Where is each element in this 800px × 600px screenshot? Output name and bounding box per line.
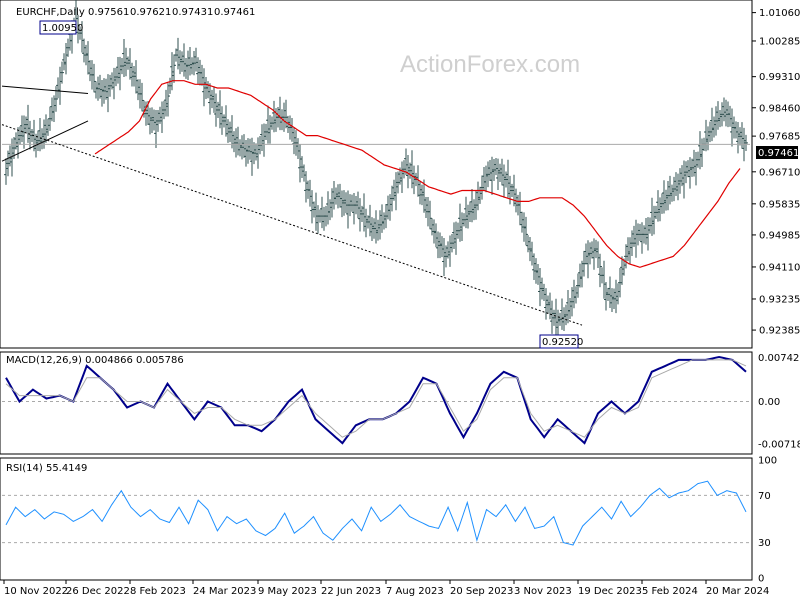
rsi-y-tick-label: 70 (758, 491, 771, 502)
x-tick-label: 7 Aug 2023 (386, 586, 444, 597)
price-y-tick-label: 0.99310 (759, 72, 800, 83)
price-y-tick-label: 0.95835 (759, 199, 800, 210)
current-price-label: 0.97461 (758, 148, 799, 159)
rsi-y-tick-label: 30 (758, 538, 771, 549)
macd-panel-frame (0, 351, 753, 455)
trendline-layer (1, 85, 583, 326)
ohlc-high: 0.97621 (130, 7, 171, 18)
x-tick-label: 9 May 2023 (258, 586, 317, 597)
current-price-box (756, 146, 798, 159)
low-annotation: 0.92520 (542, 337, 583, 348)
rsi-y-tick-label: 100 (758, 456, 777, 467)
trendline-2 (1, 120, 89, 162)
price-y-tick-label: 0.93235 (759, 294, 800, 305)
price-y-tick-label: 1.01060 (759, 8, 800, 19)
x-tick-label: 26 Dec 2022 (66, 586, 130, 597)
rsi-y-tick-label: 0 (758, 574, 764, 585)
macd-y-tick-label: 0.007427 (758, 353, 800, 364)
symbol-label: EURCHF,Daily (16, 7, 85, 18)
ohlc-low: 0.97431 (172, 7, 213, 18)
rsi-line (5, 480, 747, 546)
ohlc-open: 0.97561 (88, 7, 129, 18)
high-annotation: 1.00950 (42, 23, 83, 34)
x-tick-label: 20 Mar 2024 (706, 586, 769, 597)
ohlc-close: 0.97461 (214, 7, 255, 18)
watermark: ActionForex.com (400, 51, 580, 78)
rsi-panel-frame (0, 457, 753, 581)
moving-average-layer (94, 80, 741, 268)
price-y-tick-label: 0.97685 (759, 132, 800, 143)
x-tick-label: 10 Nov 2022 (4, 586, 68, 597)
trendline-3 (1, 124, 583, 326)
price-panel-frame (0, 0, 753, 349)
low-annotation-box (539, 334, 579, 349)
macd-macd-line (5, 355, 747, 445)
price-y-tick-label: 0.92385 (759, 326, 800, 337)
price-y-tick-label: 0.94110 (759, 262, 800, 273)
macd-y-tick-label: 0.00 (758, 397, 780, 408)
trendline-1 (1, 85, 89, 94)
high-annotation-box (39, 20, 77, 35)
x-tick-label: 22 Jun 2023 (321, 586, 381, 597)
price-y-tick-label: 0.94985 (759, 230, 800, 241)
x-tick-label: 24 Mar 2023 (193, 586, 256, 597)
x-tick-label: 5 Feb 2024 (642, 586, 698, 597)
price-y-tick-label: 0.98460 (759, 103, 800, 114)
price-y-tick-label: 0.96710 (759, 167, 800, 178)
x-tick-label: 3 Nov 2023 (514, 586, 572, 597)
macd-title: MACD(12,26,9) 0.004866 0.005786 (6, 355, 184, 366)
macd-layer (2, 355, 750, 445)
price-series-layer (2, 0, 750, 339)
moving-average-line (94, 80, 741, 268)
x-tick-label: 20 Sep 2023 (450, 586, 513, 597)
rsi-title: RSI(14) 55.4149 (6, 463, 87, 474)
macd-signal-line (5, 359, 747, 438)
axis-layer: 1.01060 1.00285 0.99310 0.98460 0.97685 0.967… (3, 8, 800, 597)
x-tick-label: 19 Dec 2023 (578, 586, 642, 597)
x-tick-label: 8 Feb 2023 (130, 586, 186, 597)
rsi-layer (2, 480, 750, 546)
macd-y-tick-label: -0.007186 (758, 440, 800, 451)
price-y-tick-label: 1.00285 (759, 36, 800, 47)
